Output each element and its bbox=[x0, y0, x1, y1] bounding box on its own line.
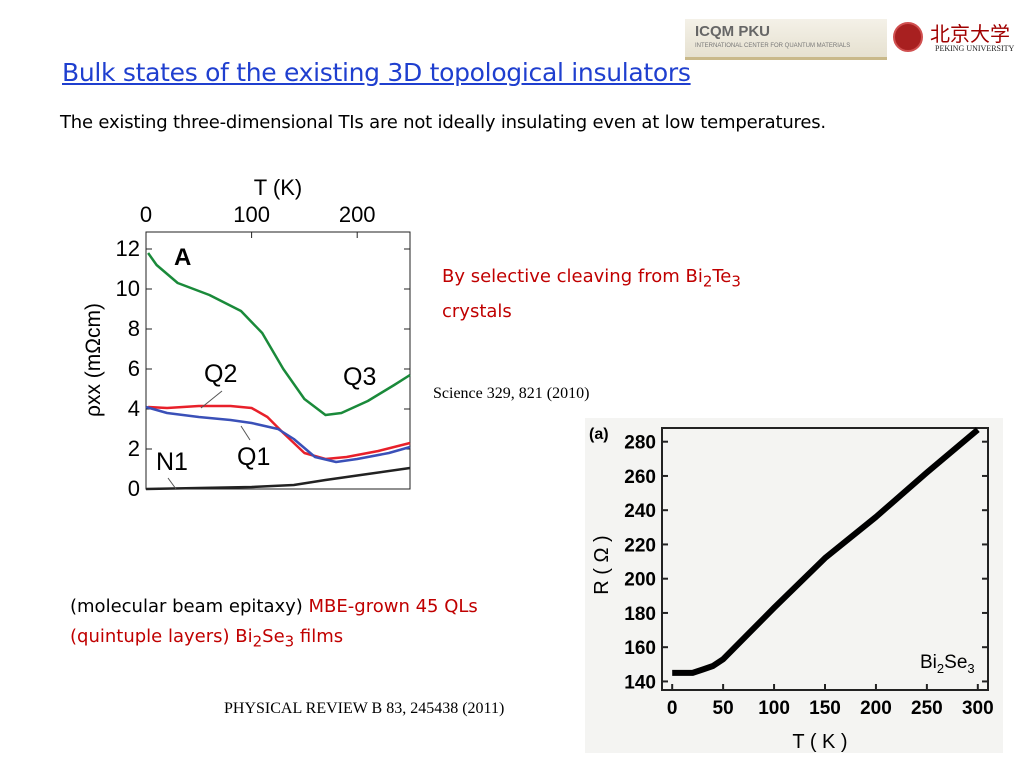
x-axis-label: T ( K ) bbox=[792, 731, 847, 753]
leader-line-q2 bbox=[200, 390, 223, 409]
y-axis-label: R ( Ω ) bbox=[591, 535, 613, 594]
y-tick-label: 140 bbox=[624, 672, 656, 693]
x-tick-label: 150 bbox=[809, 698, 841, 719]
series-line-q1 bbox=[145, 405, 411, 464]
series-label-n1: N1 bbox=[156, 448, 188, 476]
note-text: crystals bbox=[442, 300, 512, 322]
note-mbe: (molecular beam epitaxy) MBE-grown 45 QL… bbox=[70, 592, 478, 657]
chart-bi2se3-resistance: 0 50 100 150 200 250 300 140 160 180 200 220 240 260 2… bbox=[589, 426, 994, 753]
y-tick-label: 4 bbox=[128, 396, 140, 421]
reference-science: Science 329, 821 (2010) bbox=[433, 385, 590, 402]
y-tick-label: 0 bbox=[128, 476, 140, 501]
series-line-data bbox=[672, 427, 980, 676]
x-tick-label: 100 bbox=[758, 698, 790, 719]
y-tick-label: 6 bbox=[128, 356, 140, 381]
slide-title: Bulk states of the existing 3D topologic… bbox=[62, 58, 691, 87]
note-text: (molecular beam epitaxy) bbox=[70, 596, 309, 617]
y-tick-label: 12 bbox=[116, 236, 140, 261]
icqm-logo: ICQM PKU INTERNATIONAL CENTER FOR QUANTU… bbox=[685, 19, 887, 60]
y-tick-label: 180 bbox=[624, 604, 656, 625]
series-label-q3: Q3 bbox=[343, 363, 376, 391]
y-tick-label: 2 bbox=[128, 436, 140, 461]
x-tick-label: 50 bbox=[713, 698, 734, 719]
note-cleaving: By selective cleaving from Bi2Te3 crysta… bbox=[442, 262, 741, 327]
series-line-q3 bbox=[147, 252, 411, 417]
y-tick-label: 10 bbox=[116, 276, 140, 301]
note-text-red: MBE-grown 45 QLs bbox=[308, 596, 478, 617]
x-tick-label: 300 bbox=[962, 698, 994, 719]
pku-seal-icon bbox=[893, 22, 923, 52]
x-tick-label: 0 bbox=[667, 698, 678, 719]
y-tick-label: 8 bbox=[128, 316, 140, 341]
panel-label: A bbox=[174, 244, 191, 271]
x-tick-label: 250 bbox=[911, 698, 943, 719]
y-tick-label: 220 bbox=[624, 535, 656, 556]
subscript: 2 bbox=[252, 632, 263, 651]
series-line-q2 bbox=[148, 404, 411, 461]
x-tick-label: 100 bbox=[233, 202, 270, 227]
y-axis-label: ρxx (mΩcm) bbox=[82, 303, 105, 417]
y-tick-label: 240 bbox=[624, 501, 656, 522]
icqm-logo-text: ICQM PKU bbox=[695, 23, 770, 40]
slide-subtitle: The existing three-dimensional TIs are n… bbox=[60, 112, 826, 133]
panel-label: (a) bbox=[589, 426, 609, 443]
y-tick-label: 280 bbox=[624, 433, 656, 454]
icqm-logo-subtext: INTERNATIONAL CENTER FOR QUANTUM MATERIA… bbox=[695, 43, 851, 49]
pku-logo-cn: 北京大学 bbox=[930, 22, 1010, 46]
y-tick-label: 200 bbox=[624, 570, 656, 591]
series-label-q2: Q2 bbox=[204, 360, 237, 388]
x-tick-label: 0 bbox=[140, 202, 152, 227]
series-line-n1 bbox=[145, 466, 411, 491]
annotation-bi2se3: Bi2Se3 bbox=[920, 652, 975, 676]
note-text: (quintuple layers) Bi bbox=[70, 626, 253, 647]
chart-resistivity: 0 100 200 0 2 4 6 8 10 12 T (K) ρxx (mΩcm) A Q3 Q2 Q1 N1 bbox=[82, 175, 411, 501]
y-tick-label: 260 bbox=[624, 467, 656, 488]
reference-prb: PHYSICAL REVIEW B 83, 245438 (2011) bbox=[224, 700, 505, 717]
y-tick-label: 160 bbox=[624, 638, 656, 659]
series-label-q1: Q1 bbox=[237, 443, 270, 471]
plot-frame bbox=[145, 231, 411, 490]
note-text: Se bbox=[262, 626, 285, 647]
x-tick-label: 200 bbox=[339, 202, 376, 227]
note-text: Te bbox=[712, 266, 732, 287]
subscript: 2 bbox=[702, 272, 713, 291]
pku-logo-en: PEKING UNIVERSITY bbox=[935, 44, 1015, 53]
subscript: 3 bbox=[731, 272, 741, 291]
leader-line-q1 bbox=[240, 425, 251, 441]
note-text: films bbox=[294, 626, 344, 647]
note-text: By selective cleaving from Bi bbox=[442, 266, 703, 287]
x-tick-label: 200 bbox=[860, 698, 892, 719]
x-axis-label: T (K) bbox=[254, 175, 302, 200]
subscript: 3 bbox=[284, 632, 295, 651]
leader-line-n1 bbox=[167, 477, 177, 490]
note-line2: (quintuple layers) Bi2Se3 films bbox=[70, 626, 344, 651]
